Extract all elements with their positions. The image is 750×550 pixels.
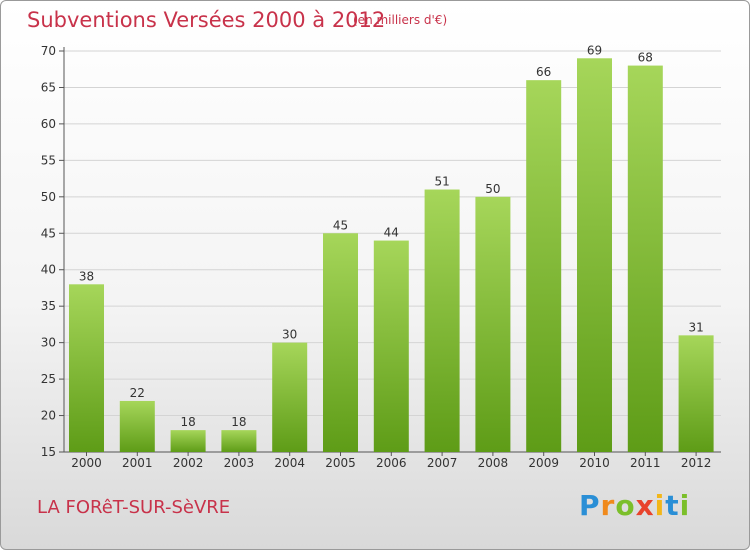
value-label-2001: 22: [130, 386, 145, 400]
value-label-2008: 50: [485, 182, 500, 196]
y-tick-label: 25: [41, 372, 56, 386]
y-tick-label: 15: [41, 445, 56, 459]
x-tick-label-2006: 2006: [376, 456, 407, 470]
y-tick-label: 70: [41, 44, 56, 58]
x-tick-labels: 2000 2001 2002 2003 2004 2005 2006 2007 2008 2009…: [71, 456, 711, 470]
bar-2007: [424, 189, 460, 452]
value-label-2003: 18: [231, 415, 246, 429]
value-label-2002: 18: [180, 415, 195, 429]
value-label-2007: 51: [434, 175, 449, 189]
chart-title: Subventions Versées 2000 à 2012: [27, 8, 386, 32]
value-label-2012: 31: [688, 320, 703, 334]
x-tick-label-2007: 2007: [427, 456, 458, 470]
value-label-2004: 30: [282, 328, 297, 342]
commune-name: LA FORêT-SUR-SèVRE: [37, 497, 231, 518]
x-tick-label-2002: 2002: [173, 456, 204, 470]
bar-2012: [678, 335, 714, 452]
y-tick-labels: 15 20 25 30 35 40 45 50 55 60 65 70: [41, 44, 56, 459]
x-tick-label-2010: 2010: [579, 456, 610, 470]
value-label-2000: 38: [79, 269, 94, 283]
value-label-2006: 44: [384, 226, 399, 240]
bar-2009: [526, 80, 562, 452]
bar-2006: [373, 240, 409, 452]
bar-2000: [69, 284, 104, 452]
bar-2004: [272, 342, 308, 452]
x-tick-label-2004: 2004: [274, 456, 305, 470]
x-tick-label-2012: 2012: [681, 456, 712, 470]
bar-2005: [323, 233, 358, 452]
bar-2011: [627, 65, 663, 452]
y-tick-label: 55: [41, 153, 56, 167]
bar-2002: [170, 430, 206, 452]
x-tick-label-2003: 2003: [224, 456, 255, 470]
y-tick-label: 50: [41, 190, 56, 204]
value-label-2009: 66: [536, 65, 551, 79]
x-tick-label-2011: 2011: [630, 456, 661, 470]
x-tick-label-2008: 2008: [478, 456, 509, 470]
x-tick-label-2005: 2005: [325, 456, 356, 470]
bar-2010: [577, 58, 612, 453]
x-tick-label-2000: 2000: [71, 456, 102, 470]
y-tick-label: 60: [41, 117, 56, 131]
value-labels: 38 22 18 18 30 45 44 51 50 66 69 68 31: [79, 43, 704, 429]
value-label-2005: 45: [333, 218, 348, 232]
y-tick-label: 45: [41, 226, 56, 240]
chart-unit: (en milliers d'€): [353, 13, 448, 27]
bar-2008: [475, 196, 511, 452]
bars: [69, 58, 714, 453]
y-tick-label: 20: [41, 409, 56, 423]
bar-2001: [119, 400, 155, 452]
value-label-2010: 69: [587, 43, 602, 57]
y-tick-label: 40: [41, 263, 56, 277]
y-tick-label: 65: [41, 80, 56, 94]
value-label-2011: 68: [638, 51, 653, 65]
y-tick-label: 30: [41, 336, 56, 350]
y-tick-label: 35: [41, 299, 56, 313]
x-tick-label-2009: 2009: [528, 456, 559, 470]
proxiti-logo: Proxiti: [579, 489, 691, 522]
bar-2003: [221, 430, 257, 452]
x-tick-label-2001: 2001: [122, 456, 153, 470]
